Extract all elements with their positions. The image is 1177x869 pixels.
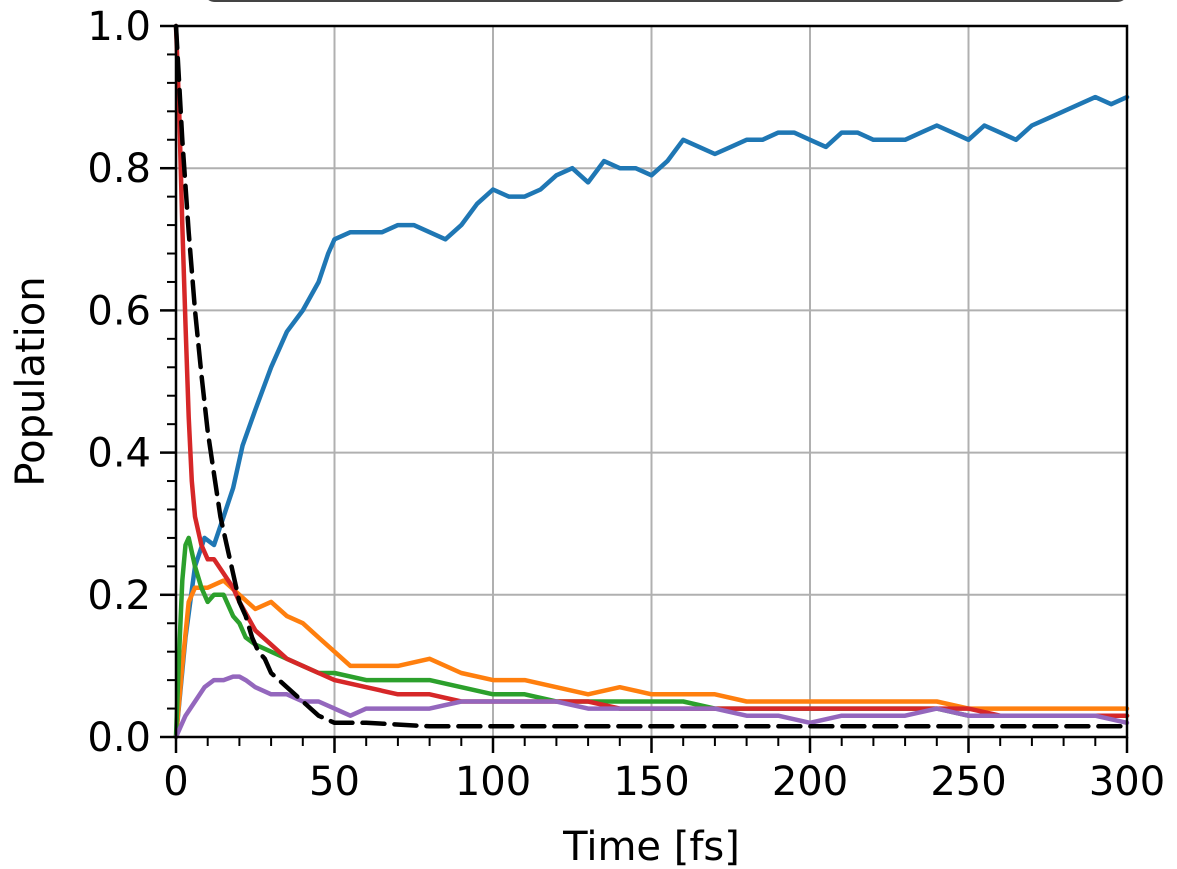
y-tick-label: 0.4 — [87, 431, 151, 477]
y-tick-label: 1.0 — [87, 4, 151, 50]
tick-labels: 0 50 100 150 200 250 300 0.0 0.2 0.4 0.6 0.8 1.0 — [87, 4, 1165, 805]
y-tick-label: 0.6 — [87, 288, 151, 334]
x-tick-label: 50 — [309, 759, 360, 805]
x-axis-label: Time [fs] — [562, 824, 740, 869]
series-line-6 — [173, 23, 1130, 729]
grid — [175, 25, 1128, 738]
series-line-4 — [173, 23, 1130, 718]
y-tick-label: 0.2 — [87, 573, 151, 619]
x-tick-label: 250 — [930, 759, 1006, 805]
y-tick-label: 0.0 — [87, 715, 151, 761]
series-line-5 — [173, 674, 1130, 740]
x-tick-label: 0 — [163, 759, 188, 805]
x-tick-label: 100 — [455, 759, 531, 805]
y-tick-label: 0.8 — [87, 146, 151, 192]
x-tick-label: 300 — [1089, 759, 1165, 805]
series-line-1 — [173, 94, 1130, 740]
y-axis-label: Population — [8, 276, 54, 486]
series-layer — [173, 23, 1130, 740]
x-tick-label: 150 — [613, 759, 689, 805]
x-tick-label: 200 — [772, 759, 848, 805]
ticks — [160, 24, 1129, 753]
series-line-2 — [173, 578, 1130, 740]
